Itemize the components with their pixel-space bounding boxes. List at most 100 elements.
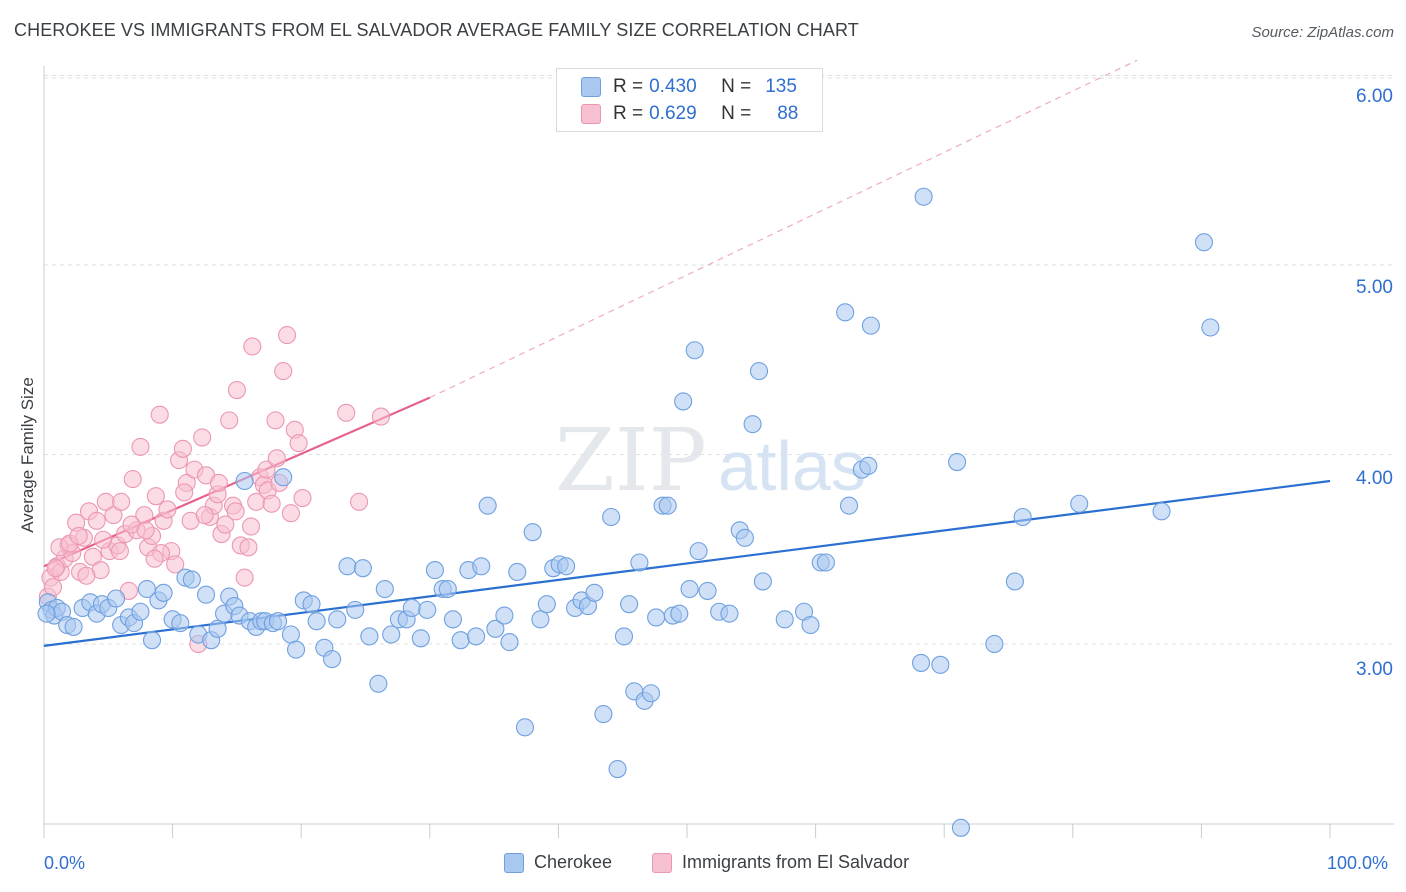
salvador-point xyxy=(112,492,131,511)
cherokee-points xyxy=(37,187,1220,837)
salvador-point xyxy=(87,511,106,530)
cherokee-point xyxy=(338,557,357,576)
cherokee-point xyxy=(287,640,306,659)
cherokee-point xyxy=(614,627,634,646)
n-label: N = xyxy=(721,76,752,97)
cherokee-point xyxy=(698,581,717,600)
cherokee-point xyxy=(861,316,880,335)
stats-row-salvador: R = 0.629 N = 88 xyxy=(581,102,798,126)
cherokee-point xyxy=(375,579,394,599)
salvador-point xyxy=(350,492,369,511)
legend-item-cherokee: Cherokee xyxy=(504,852,612,873)
cherokee-point xyxy=(154,583,173,602)
salvador-point xyxy=(337,403,356,422)
cherokee-point xyxy=(369,674,388,693)
salvador-point xyxy=(371,407,390,426)
cherokee-point xyxy=(689,542,708,561)
n-value: 135 xyxy=(765,76,797,97)
cherokee-point xyxy=(411,629,430,648)
cherokee-point xyxy=(670,604,689,623)
cherokee-point xyxy=(402,598,421,618)
cherokee-legend-swatch xyxy=(504,852,524,873)
cherokee-point xyxy=(1005,572,1024,591)
salvador-point xyxy=(94,530,113,549)
cherokee-point xyxy=(749,362,769,381)
cherokee-point xyxy=(106,589,126,608)
watermark-zip: ZIP xyxy=(555,411,707,511)
cherokee-point xyxy=(269,612,288,631)
salvador-point xyxy=(209,473,228,492)
cherokee-point xyxy=(735,528,754,547)
cherokee-point xyxy=(753,572,772,591)
salvador-point xyxy=(158,500,177,519)
cherokee-point xyxy=(307,612,326,631)
salvador-point xyxy=(123,470,142,489)
cherokee-point xyxy=(720,604,739,623)
salvador-point xyxy=(267,449,286,468)
cherokee-point xyxy=(418,600,437,619)
cherokee-point xyxy=(801,615,820,635)
axes xyxy=(43,66,1394,838)
cherokee-point xyxy=(467,627,486,646)
cherokee-point xyxy=(495,606,514,625)
cherokee-point xyxy=(281,625,300,644)
cherokee-point xyxy=(641,684,661,703)
cherokee-point xyxy=(602,507,621,527)
cherokee-point xyxy=(914,187,933,206)
cherokee-point xyxy=(537,595,556,614)
n-label: N = xyxy=(721,103,752,124)
cherokee-point xyxy=(620,595,639,614)
salvador-point xyxy=(146,487,165,506)
cherokee-point xyxy=(425,561,444,580)
salvador-point xyxy=(289,434,308,453)
cherokee-point xyxy=(131,602,150,621)
salvador-point xyxy=(46,559,65,578)
cherokee-point xyxy=(443,610,462,629)
salvador-trend-extension xyxy=(429,59,1138,399)
cherokee-point xyxy=(1152,502,1171,521)
cherokee-point xyxy=(557,557,576,576)
r-value: 0.430 xyxy=(649,76,697,97)
cherokee-point xyxy=(323,650,342,669)
salvador-point xyxy=(83,547,102,566)
cherokee-point xyxy=(531,610,550,629)
cherokee-point xyxy=(985,634,1004,654)
salvador-points xyxy=(38,326,390,654)
salvador-point xyxy=(104,506,123,525)
salvador-point xyxy=(77,566,96,585)
cherokee-point xyxy=(839,496,859,515)
stats-row-cherokee: R = 0.430 N = 135 xyxy=(581,75,797,99)
cherokee-point xyxy=(196,585,216,604)
salvador-legend-swatch xyxy=(652,852,672,873)
salvador-point xyxy=(262,494,281,513)
cherokee-point xyxy=(647,608,666,627)
cherokee-point xyxy=(478,496,497,515)
salvador-point xyxy=(220,411,239,430)
cherokee-point xyxy=(816,553,835,572)
cherokee-point xyxy=(1194,233,1214,252)
cherokee-point xyxy=(500,633,519,652)
cherokee-point xyxy=(274,468,293,487)
salvador-point xyxy=(293,489,312,508)
salvador-point xyxy=(193,428,212,447)
x-tick-label-100: 100.0% xyxy=(1327,853,1389,873)
cherokee-point xyxy=(1013,507,1032,527)
cherokee-point xyxy=(685,341,704,360)
salvador-point xyxy=(239,538,258,557)
cherokee-point xyxy=(360,627,379,646)
cherokee-point xyxy=(948,453,967,472)
cherokee-point xyxy=(472,557,491,576)
salvador-point xyxy=(243,337,262,356)
source-label: Source: ZipAtlas.com xyxy=(1251,24,1394,41)
salvador-point xyxy=(136,521,155,540)
cherokee-point xyxy=(674,392,693,411)
legend-item-salvador: Immigrants from El Salvador xyxy=(652,852,909,873)
cherokee-point xyxy=(486,619,505,638)
r-value: 0.629 xyxy=(649,103,697,124)
cherokee-point xyxy=(382,625,401,644)
r-label: R = xyxy=(613,76,644,97)
watermark-atlas: atlas xyxy=(718,427,866,505)
cherokee-point xyxy=(451,631,470,650)
salvador-point xyxy=(145,549,164,568)
